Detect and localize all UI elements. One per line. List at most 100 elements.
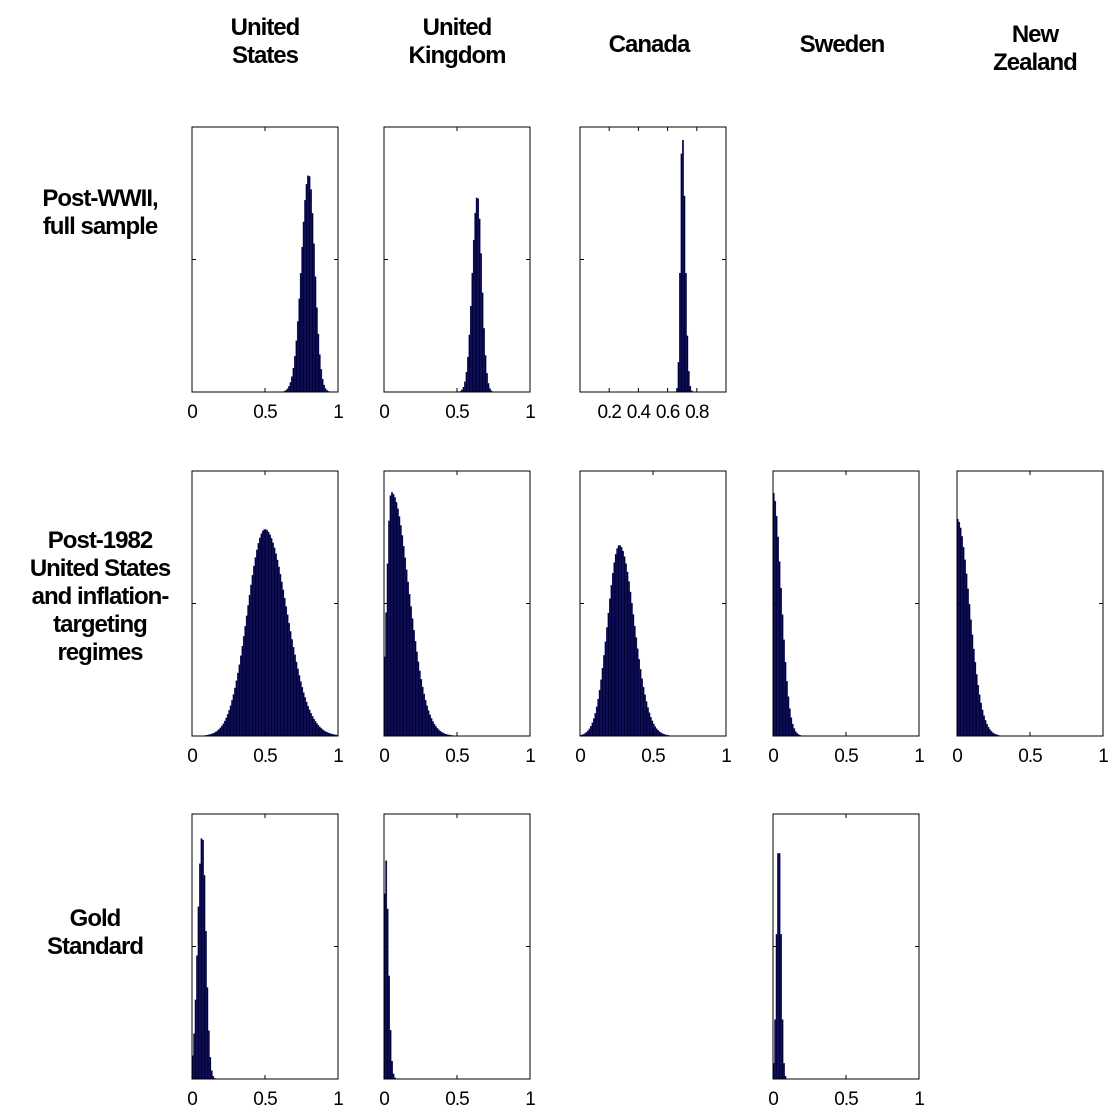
histogram-bar [480,253,482,393]
axes-frame [383,126,531,393]
histogram-bar [203,875,206,1080]
histogram-bar [385,612,388,737]
histogram-bar [323,730,326,737]
histogram-bar [635,637,638,737]
histogram-bar [990,731,993,737]
histogram-bar [318,726,321,737]
histogram-bar [778,853,781,1080]
histogram-bar [469,306,472,393]
histogram-bar [292,647,295,737]
histogram-bar [683,195,686,393]
histogram-bar [590,726,592,737]
x-tick-label: 1 [525,1089,535,1110]
histogram-bar [314,276,317,393]
histogram-bar [975,674,978,737]
histogram-bar [289,382,292,393]
histogram-bar [437,729,440,737]
histogram-bar [486,373,488,393]
histogram-bar [219,727,222,737]
histogram-bar [686,335,689,393]
histogram-bar [305,184,308,393]
histogram-bar [210,1070,213,1080]
histogram-bar [321,378,324,393]
histogram-bar [320,728,323,737]
histogram-bar [324,388,327,393]
histogram-bar [439,730,442,737]
histogram-bar [625,563,627,737]
histogram-bar [424,700,427,737]
histogram-bar [216,730,219,737]
histogram-bar [386,563,389,737]
x-tick-label: 0 [379,746,389,767]
x-tick-label: 1 [333,402,343,423]
histogram-bar [405,569,408,737]
histogram-bar [391,492,393,737]
histogram-bar [398,516,401,737]
histogram-bar [288,622,290,737]
histogram-bar [649,716,652,737]
histogram-panel-post1982-uk: 0 0.5 1 [379,470,536,767]
histogram-bar [304,697,307,737]
histogram-bar [426,705,428,737]
histogram-bar [291,376,293,393]
histogram-bar [592,718,595,737]
histogram-bar [642,686,645,737]
histogram-bar [600,679,603,737]
histogram-bar [388,520,390,737]
histogram-bar [295,340,298,393]
histogram-bar [247,605,250,737]
histogram-bar [204,930,207,1080]
histogram-bar [790,717,793,737]
histogram-bar [194,999,197,1080]
histogram-bar [619,545,622,737]
axes-frame [772,813,920,1080]
histogram-bar [607,612,610,737]
histogram-bar [295,661,298,737]
histogram-panel-gold-uk: 0 0.5 1 [379,813,536,1110]
histogram-bar [310,713,312,737]
histogram-bar [407,581,409,737]
histogram-bar [606,627,608,737]
histogram-bar [254,557,257,737]
axes-frame [579,126,727,393]
histogram-bar [200,838,203,1080]
histogram-bar [307,705,309,737]
histogram-bar [594,713,597,737]
histogram-bar [199,863,201,1080]
histogram-bar [323,384,326,393]
histogram-bar [781,1019,784,1080]
histogram-bar [629,591,632,737]
histogram-bar [774,500,777,737]
histogram-bar [477,198,480,393]
histogram-bar [430,718,433,737]
histogram-bar [318,354,321,393]
histogram-bar [257,543,260,737]
histogram-bar [645,701,648,737]
histogram-bar [253,565,255,737]
histogram-bar [276,559,279,737]
histogram-bar [280,581,283,737]
histogram-bar [472,239,475,393]
axes-frame [383,813,531,1080]
histogram-panel-postwwii-uk: 0 0.5 1 [379,126,536,423]
histogram-bar [609,598,611,737]
histogram-bar [389,495,392,737]
x-tick-label: 0 [187,402,197,423]
histogram-bar [481,292,484,393]
x-tick-label: 0.4 [627,402,652,423]
histogram-bar [794,731,797,737]
histogram-bar [307,175,309,393]
histogram-bar [421,686,424,737]
histogram-bar [986,723,988,737]
histogram-bar [215,731,217,737]
histogram-bar [587,730,589,737]
histogram-bar [301,687,304,737]
histogram-bar [655,728,658,737]
histogram-bar [626,571,629,737]
x-tick-label: 0.5 [253,1089,277,1110]
histogram-bar [967,588,969,737]
histogram-bar [324,731,327,737]
histogram-bar [317,725,320,737]
histogram-bar [206,987,209,1080]
